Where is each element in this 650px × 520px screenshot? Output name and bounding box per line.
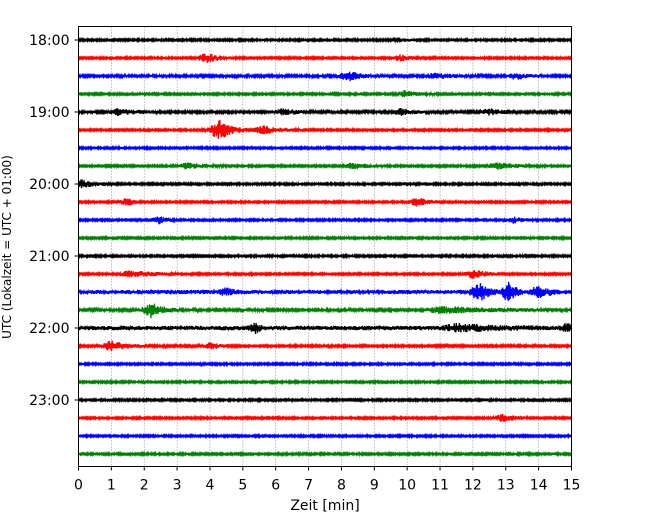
x-tick-label: 4 — [206, 478, 215, 494]
y-tick-label: 18:00 — [29, 33, 69, 49]
x-tick-label: 13 — [497, 478, 515, 494]
seismogram-trace — [77, 144, 573, 152]
seismogram-trace — [77, 179, 573, 189]
seismogram-trace — [77, 71, 573, 82]
seismogram-trace — [77, 432, 573, 440]
x-tick-label: 8 — [337, 478, 346, 494]
vertical-gridlines — [111, 26, 539, 467]
seismogram-trace — [77, 216, 573, 225]
seismogram-trace — [77, 90, 573, 98]
seismogram-trace — [77, 53, 573, 63]
x-tick-label: 10 — [398, 478, 416, 494]
x-axis-ticks: 0 1 2 3 4 5 6 7 8 9 10 11 12 13 14 15 — [74, 466, 581, 494]
seismogram-trace — [77, 396, 573, 404]
seismogram-trace — [77, 303, 573, 319]
seismogram-trace — [77, 252, 573, 260]
seismogram-trace — [77, 198, 573, 207]
seismogram-trace — [77, 322, 573, 334]
seismogram-trace — [77, 340, 573, 351]
seismogram-trace — [77, 119, 573, 139]
x-tick-label: 12 — [464, 478, 482, 494]
seismogram-trace — [77, 450, 573, 458]
x-tick-label: 7 — [304, 478, 313, 494]
x-tick-label: 3 — [173, 478, 182, 494]
seismogram-traces — [77, 36, 573, 458]
seismogram-trace — [77, 162, 573, 170]
seismogram-trace — [77, 234, 573, 242]
x-tick-label: 5 — [238, 478, 247, 494]
seismogram-trace — [77, 108, 573, 117]
x-tick-label: 14 — [530, 478, 548, 494]
x-tick-label: 15 — [563, 478, 581, 494]
seismogram-trace — [77, 36, 573, 44]
y-axis-title: UTC (Lokalzeit = UTC + 01:00) — [0, 155, 14, 339]
x-tick-label: 11 — [431, 478, 449, 494]
x-axis-title: Zeit [min] — [290, 498, 359, 514]
seismogram-trace — [77, 281, 573, 302]
seismogram-trace — [77, 413, 573, 422]
x-tick-label: 2 — [140, 478, 149, 494]
seismogram-trace — [77, 269, 573, 279]
y-tick-label: 19:00 — [29, 105, 69, 121]
y-tick-label: 23:00 — [29, 393, 69, 409]
seismogram-trace — [77, 378, 573, 386]
x-tick-label: 0 — [74, 478, 83, 494]
y-tick-label: 20:00 — [29, 177, 69, 193]
y-axis-ticks: 18:00 19:00 20:00 21:00 22:00 23:00 — [29, 33, 79, 409]
plot-frame — [78, 26, 572, 467]
seismogram-trace — [77, 360, 573, 368]
x-tick-label: 6 — [271, 478, 280, 494]
y-tick-label: 21:00 — [29, 249, 69, 265]
x-tick-label: 1 — [107, 478, 116, 494]
y-tick-label: 22:00 — [29, 321, 69, 337]
x-tick-label: 9 — [370, 478, 379, 494]
